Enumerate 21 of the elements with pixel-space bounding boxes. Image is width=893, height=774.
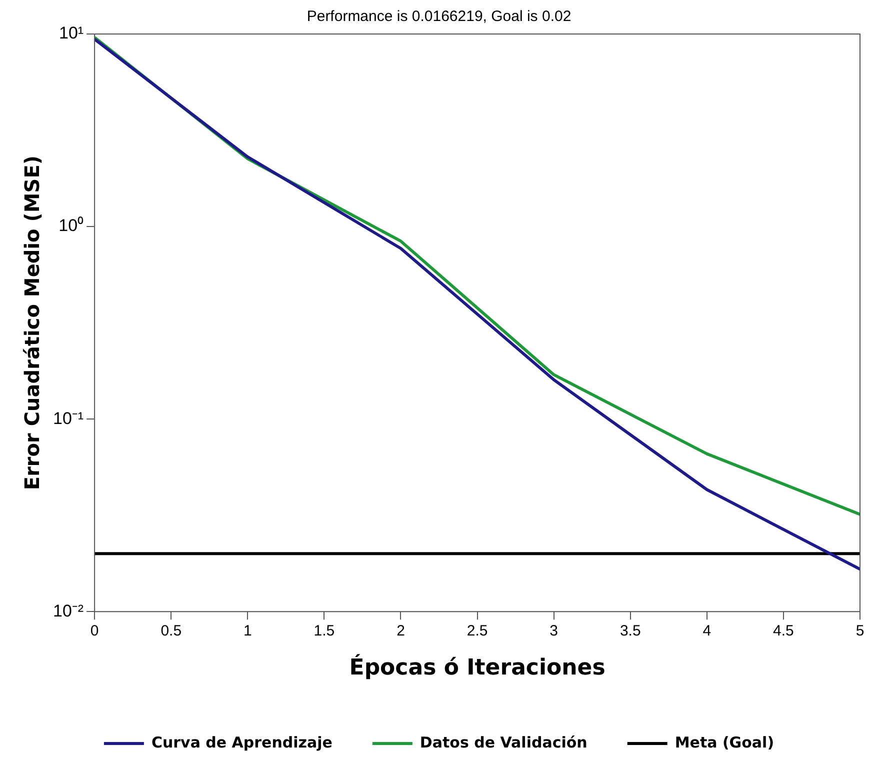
x-tick-label: 1 bbox=[243, 622, 252, 640]
x-tick-label: 4 bbox=[702, 622, 712, 640]
x-tick-label: 4.5 bbox=[773, 622, 794, 640]
x-tick-label: 2 bbox=[396, 622, 405, 640]
y-tick-label: 10⁻¹ bbox=[52, 408, 84, 428]
x-tick-label: 5 bbox=[856, 622, 864, 640]
y-tick-label: 10⁰ bbox=[58, 216, 84, 236]
chart-title: Performance is 0.0166219, Goal is 0.02 bbox=[306, 8, 572, 26]
y-tick-label: 10⁻² bbox=[52, 601, 84, 620]
y-axis-title: Error Cuadrático Medio (MSE) bbox=[20, 155, 44, 490]
legend-label: Meta (Goal) bbox=[674, 733, 774, 752]
x-tick-label: 0 bbox=[90, 622, 99, 640]
x-tick-label: 0.5 bbox=[160, 622, 182, 640]
x-tick-label: 1.5 bbox=[314, 622, 335, 640]
legend-label: Curva de Aprendizaje bbox=[151, 733, 332, 752]
x-tick-label: 3.5 bbox=[620, 622, 641, 640]
y-tick-label: 10¹ bbox=[58, 24, 84, 43]
x-axis-title: Épocas ó Iteraciones bbox=[349, 654, 606, 681]
x-tick-label: 3 bbox=[550, 622, 558, 640]
x-tick-label: 2.5 bbox=[466, 622, 488, 640]
legend-label: Datos de Validación bbox=[420, 733, 588, 752]
